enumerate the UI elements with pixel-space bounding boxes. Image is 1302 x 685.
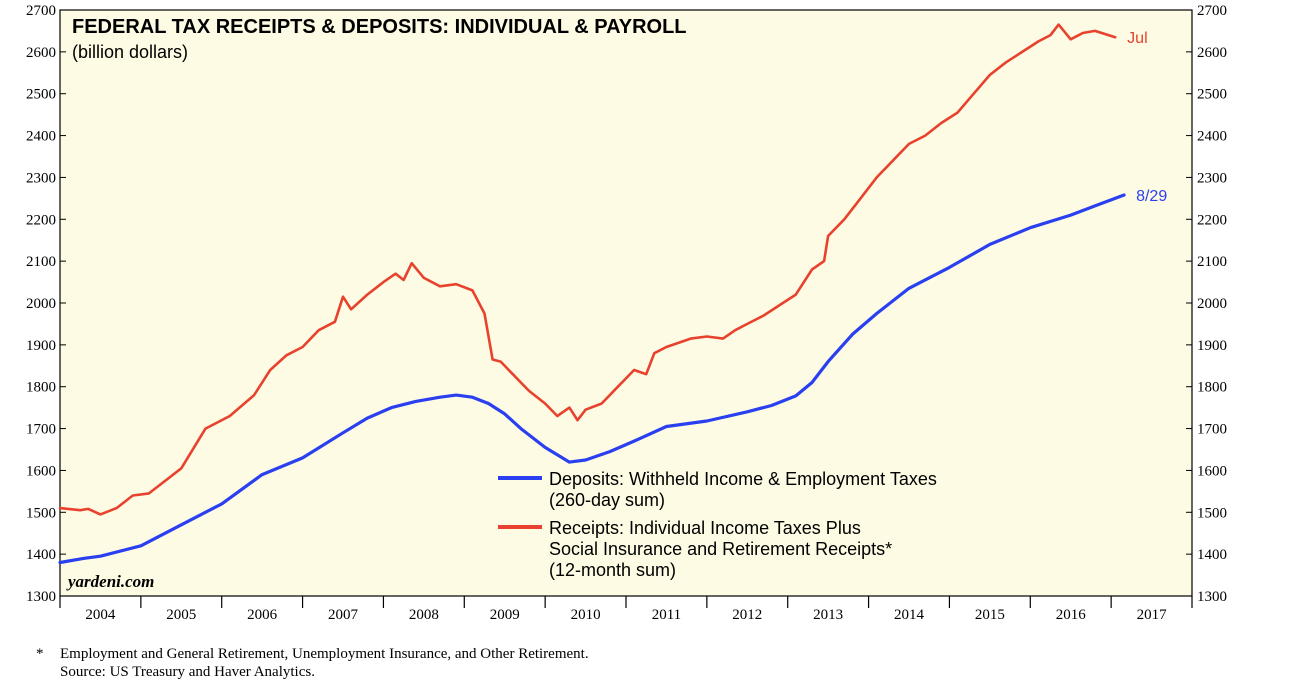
x-tick-label: 2009 [490, 607, 520, 623]
y-axis-right: 1300 1400 1500 1600 1700 1800 1900 2000 2100 2200… [1186, 3, 1227, 605]
legend-receipts-line3: (12-month sum) [549, 560, 676, 580]
chart-subtitle: (billion dollars) [72, 42, 188, 62]
series-line-deposits [58, 193, 1126, 565]
y-tick-label-right: 1500 [1197, 505, 1227, 521]
series-line-receipts [58, 23, 1117, 516]
y-tick-label-right: 2700 [1197, 3, 1227, 19]
x-tick-label: 2006 [247, 607, 278, 623]
x-tick-label: 2005 [166, 607, 196, 623]
y-tick-label-left: 1500 [26, 505, 56, 521]
y-tick-label-right: 2200 [1197, 212, 1227, 228]
y-tick-label-right: 2300 [1197, 170, 1227, 186]
y-tick-label-left: 2700 [26, 3, 56, 19]
y-tick-label-right: 2500 [1197, 87, 1227, 103]
y-tick-label-right: 1400 [1197, 547, 1227, 563]
y-tick-label-left: 2600 [26, 45, 56, 61]
chart: 1300 1400 1500 1600 1700 1800 1900 2000 2100 2200… [26, 3, 1227, 623]
y-tick-label-left: 1800 [26, 380, 56, 396]
x-tick-label: 2012 [732, 607, 762, 623]
x-tick-label: 2016 [1056, 607, 1087, 623]
y-tick-label-left: 1900 [26, 338, 56, 354]
y-tick-label-right: 1900 [1197, 338, 1227, 354]
legend: Deposits: Withheld Income & Employment T… [498, 469, 937, 580]
legend-receipts-line2: Social Insurance and Retirement Receipts… [549, 539, 892, 559]
end-label-deposits: 8/29 [1136, 188, 1167, 205]
y-tick-label-left: 1600 [26, 463, 56, 479]
y-tick-label-right: 1700 [1197, 422, 1227, 438]
y-tick-label-left: 1700 [26, 422, 56, 438]
x-tick-label: 2014 [894, 607, 925, 623]
x-tick-label: 2004 [85, 607, 116, 623]
x-axis: 2004 2005 2006 2007 2008 2009 2010 2011 2012 2013… [59, 596, 1193, 623]
y-tick-label-left: 2500 [26, 87, 56, 103]
plot-area [59, 9, 1193, 597]
footnote-text: Employment and General Retirement, Unemp… [60, 646, 589, 662]
legend-deposits-line2: (260-day sum) [549, 490, 665, 510]
brand-watermark: yardeni.com [66, 572, 154, 591]
x-tick-label: 2010 [571, 607, 601, 623]
footnote: * Employment and General Retirement, Unem… [36, 645, 589, 681]
x-tick-label: 2008 [409, 607, 439, 623]
footnote-marker: * [36, 646, 44, 662]
end-label-receipts: Jul [1127, 30, 1147, 47]
y-tick-label-left: 2400 [26, 129, 56, 145]
y-tick-label-right: 1800 [1197, 380, 1227, 396]
y-axis-left: 1300 1400 1500 1600 1700 1800 1900 2000 2100 2200… [26, 3, 66, 605]
x-tick-label: 2017 [1137, 607, 1168, 623]
legend-deposits-line1: Deposits: Withheld Income & Employment T… [549, 469, 937, 489]
x-tick-label: 2015 [975, 607, 1005, 623]
y-tick-label-right: 1300 [1197, 589, 1227, 605]
y-tick-label-left: 1300 [26, 589, 56, 605]
x-tick-label: 2007 [328, 607, 359, 623]
y-tick-label-right: 1600 [1197, 463, 1227, 479]
y-tick-label-right: 2400 [1197, 129, 1227, 145]
x-tick-label: 2011 [652, 607, 681, 623]
y-tick-label-left: 2200 [26, 212, 56, 228]
x-tick-label: 2013 [813, 607, 843, 623]
source-note: Source: US Treasury and Haver Analytics. [60, 664, 315, 680]
y-tick-label-right: 2600 [1197, 45, 1227, 61]
y-tick-label-left: 2300 [26, 170, 56, 186]
y-tick-label-right: 2000 [1197, 296, 1227, 312]
y-tick-label-left: 1400 [26, 547, 56, 563]
y-tick-label-right: 2100 [1197, 254, 1227, 270]
chart-title: FEDERAL TAX RECEIPTS & DEPOSITS: INDIVID… [72, 16, 687, 38]
y-tick-label-left: 2100 [26, 254, 56, 270]
series-lines: 8/29 Jul [58, 23, 1167, 565]
footnote-line: * Employment and General Retirement, Unem… [36, 645, 589, 663]
y-tick-label-left: 2000 [26, 296, 56, 312]
legend-receipts-line1: Receipts: Individual Income Taxes Plus [549, 518, 861, 538]
